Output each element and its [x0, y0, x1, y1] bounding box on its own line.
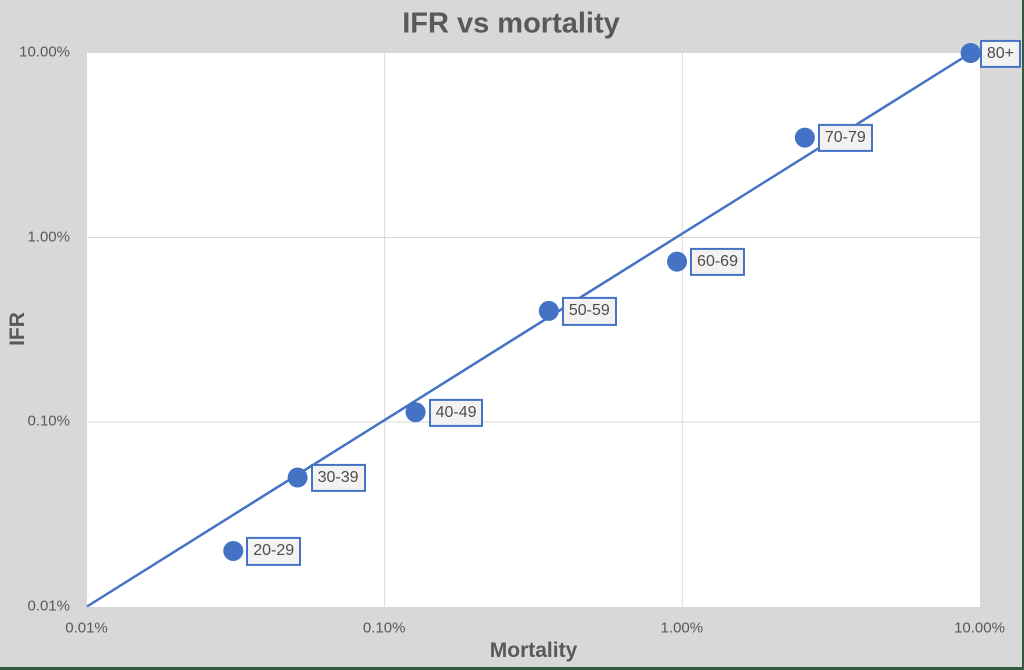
gridlines	[87, 53, 980, 607]
y-axis-title: IFR	[6, 312, 29, 346]
x-tick-label-10.00: 10.00%	[954, 619, 1005, 637]
data-point-60-69	[667, 251, 688, 272]
data-point-20-29	[223, 540, 244, 561]
point-label-80plus: 80+	[979, 39, 1021, 68]
y-tick-label-0.01: 0.01%	[27, 597, 70, 614]
y-tick-label-0.10: 0.10%	[27, 412, 70, 430]
data-point-50-59	[538, 300, 559, 321]
point-label-20-29: 20-29	[246, 537, 302, 566]
x-tick-label-0.01: 0.01%	[65, 619, 108, 637]
x-tick-label-0.10: 0.10%	[362, 619, 406, 637]
point-label-30-39: 30-39	[310, 463, 366, 493]
point-label-40-49: 40-49	[428, 398, 484, 427]
point-label-60-69: 60-69	[690, 248, 745, 277]
y-tick-label-10.00: 10.00%	[19, 43, 70, 61]
x-axis-title: Mortality	[489, 639, 578, 662]
x-tick-label-1.00: 1.00%	[660, 619, 704, 637]
data-point-70-79	[794, 127, 815, 148]
data-point-40-49	[405, 402, 426, 423]
data-point-80plus	[960, 43, 981, 63]
y-tick-label-1.00: 1.00%	[27, 228, 70, 245]
data-point-30-39	[287, 467, 308, 488]
point-label-70-79: 70-79	[817, 123, 873, 153]
point-label-50-59: 50-59	[561, 297, 617, 326]
data-point-markers	[223, 43, 981, 561]
chart-title: IFR vs mortality	[402, 7, 620, 40]
